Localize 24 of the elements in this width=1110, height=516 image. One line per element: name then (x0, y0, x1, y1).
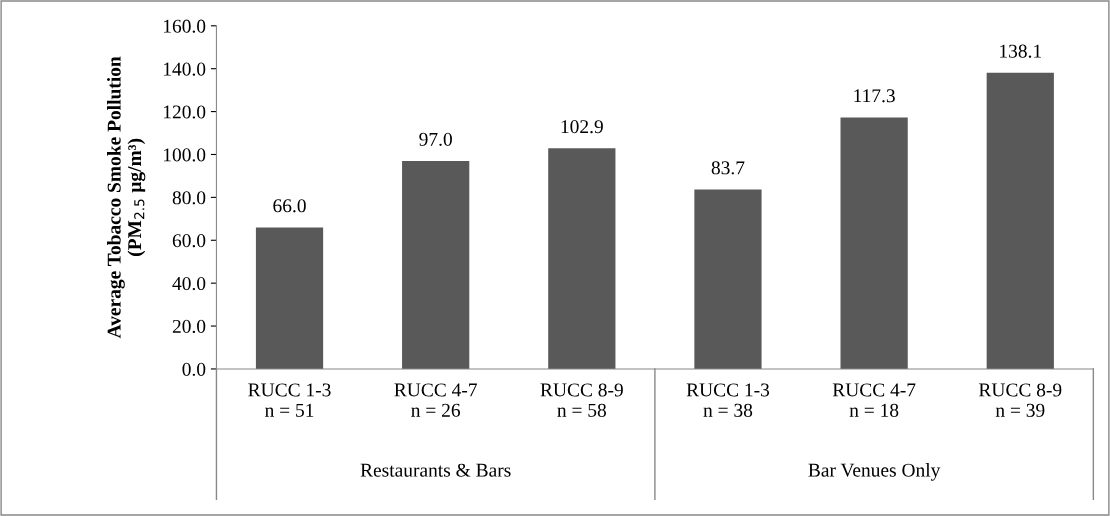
x-tick-label: RUCC 4-7 n = 26 (394, 383, 477, 417)
y-tick-label: 100.0 (163, 148, 206, 162)
x-tick-label: RUCC 8-9 n = 58 (540, 383, 623, 417)
y-tick-label: 20.0 (172, 319, 206, 334)
y-axis-title: Average Tobacco Smoke Pollution (PM$_{2.5}$ µg/m³) (107, 56, 146, 339)
data-label: 102.9 (561, 120, 603, 134)
y-tick-label: 0.0 (182, 362, 206, 376)
y-tick-label: 120.0 (163, 105, 206, 119)
y-tick-label: 40.0 (172, 276, 206, 291)
data-label: 117.3 (854, 89, 895, 103)
y-tick-label: 80.0 (172, 191, 206, 205)
data-label: 66.0 (273, 199, 306, 213)
x-tick-label: RUCC 1-3 n = 38 (686, 383, 770, 417)
y-tick-label: 60.0 (172, 234, 206, 248)
data-label: 97.0 (419, 132, 452, 146)
y-tick-label: 140.0 (163, 62, 206, 76)
x-tick-label: RUCC 4-7 n = 18 (832, 383, 916, 417)
y-tick-label: 160.0 (163, 19, 206, 33)
data-label: 138.1 (1000, 44, 1041, 58)
text: Restaurants & Bars (360, 463, 511, 477)
text: Bar Venues Only (808, 463, 941, 481)
x-tick-label: RUCC 1-3 n = 51 (248, 383, 331, 417)
data-label: 83.7 (711, 161, 745, 175)
x-tick-label: RUCC 8-9 n = 39 (978, 383, 1062, 417)
